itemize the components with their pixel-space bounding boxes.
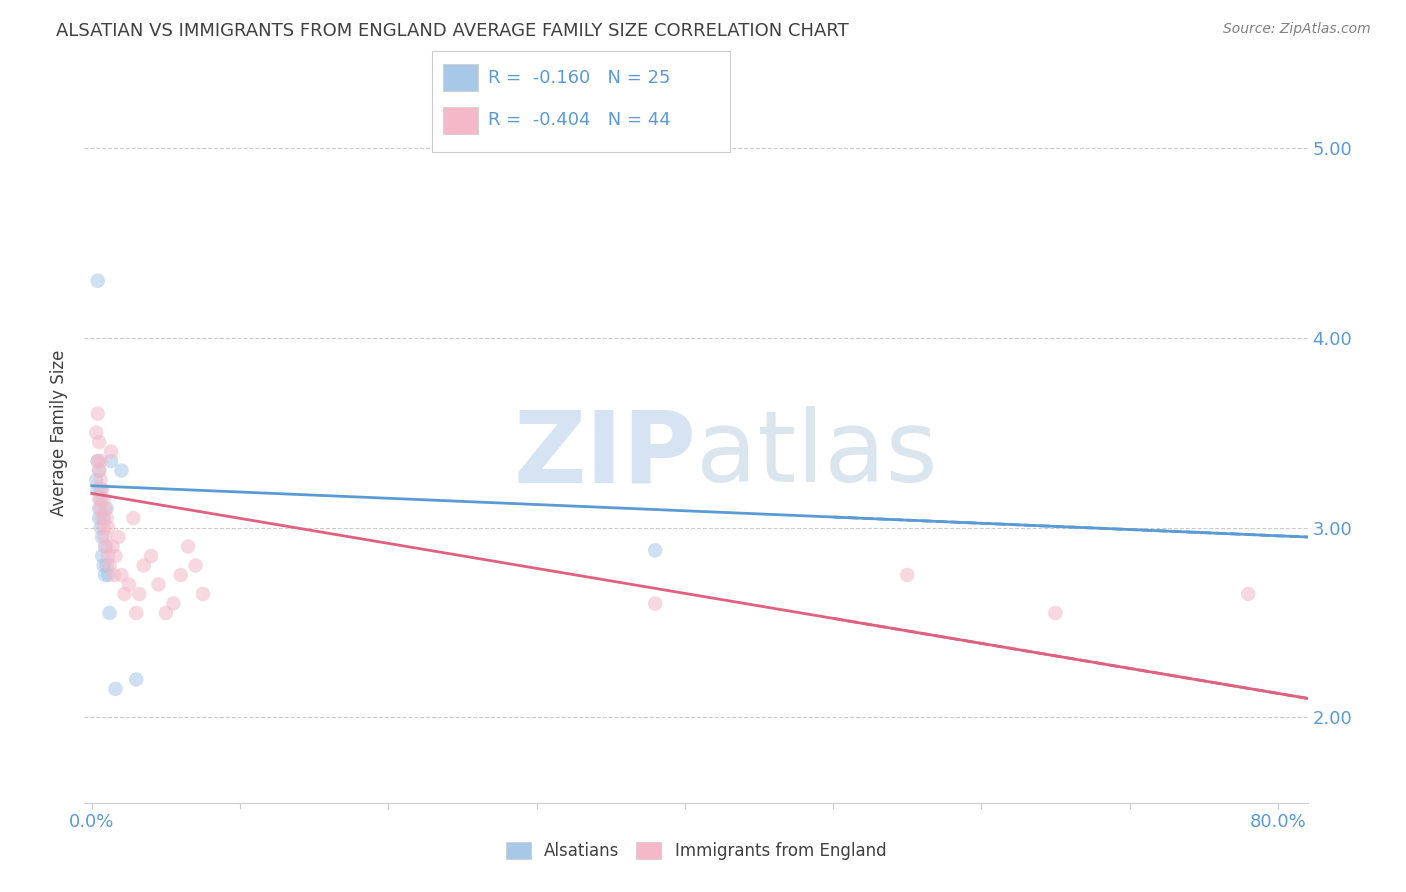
Point — [162, 597, 184, 611]
Point — [86, 274, 108, 288]
Point — [89, 511, 111, 525]
Point — [90, 520, 112, 534]
Point — [104, 681, 127, 696]
Text: ZIP: ZIP — [513, 407, 696, 503]
Point — [644, 543, 666, 558]
Legend: Alsatians, Immigrants from England: Alsatians, Immigrants from England — [498, 834, 894, 869]
Text: Source: ZipAtlas.com: Source: ZipAtlas.com — [1223, 22, 1371, 37]
Point — [89, 501, 111, 516]
Point — [98, 558, 121, 573]
Point — [1237, 587, 1260, 601]
Point — [89, 464, 111, 478]
Point — [94, 501, 117, 516]
Point — [96, 501, 118, 516]
Text: ALSATIAN VS IMMIGRANTS FROM ENGLAND AVERAGE FAMILY SIZE CORRELATION CHART: ALSATIAN VS IMMIGRANTS FROM ENGLAND AVER… — [56, 22, 849, 40]
Point — [139, 549, 162, 563]
Point — [107, 530, 129, 544]
Point — [125, 606, 148, 620]
Point — [184, 558, 207, 573]
Point — [91, 530, 114, 544]
Point — [91, 483, 114, 497]
Point — [132, 558, 155, 573]
Point — [128, 587, 150, 601]
Point — [110, 464, 132, 478]
Point — [112, 587, 135, 601]
Point — [86, 483, 108, 497]
Point — [98, 606, 121, 620]
Text: R =  -0.160   N = 25: R = -0.160 N = 25 — [488, 69, 671, 87]
Point — [97, 520, 120, 534]
Point — [90, 454, 112, 468]
Point — [125, 673, 148, 687]
Point — [90, 473, 112, 487]
Point — [86, 454, 108, 468]
Point — [94, 568, 117, 582]
Point — [90, 483, 112, 497]
Point — [90, 501, 112, 516]
Point — [122, 511, 145, 525]
Point — [93, 558, 115, 573]
Point — [148, 577, 170, 591]
Point — [118, 577, 141, 591]
Point — [89, 491, 111, 506]
Point — [84, 473, 107, 487]
Y-axis label: Average Family Size: Average Family Size — [51, 350, 69, 516]
Point — [86, 407, 108, 421]
Text: atlas: atlas — [696, 407, 938, 503]
Point — [100, 454, 122, 468]
Point — [91, 511, 114, 525]
Point — [93, 520, 115, 534]
Point — [896, 568, 918, 582]
Point — [191, 587, 214, 601]
Text: R =  -0.404   N = 44: R = -0.404 N = 44 — [488, 112, 671, 129]
Point — [644, 597, 666, 611]
Point — [170, 568, 193, 582]
Point — [89, 464, 111, 478]
Point — [103, 568, 125, 582]
Point — [86, 454, 108, 468]
Point — [97, 568, 120, 582]
Point — [155, 606, 177, 620]
Point — [177, 540, 200, 554]
Point — [96, 511, 118, 525]
Point — [91, 549, 114, 563]
Point — [89, 435, 111, 450]
Point — [84, 425, 107, 440]
Point — [97, 549, 120, 563]
Point — [93, 511, 115, 525]
Point — [100, 444, 122, 458]
Point — [93, 491, 115, 506]
Point — [104, 549, 127, 563]
Point — [96, 558, 118, 573]
Point — [1045, 606, 1067, 620]
Point — [110, 568, 132, 582]
Point — [94, 540, 117, 554]
Point — [101, 540, 124, 554]
Point — [90, 491, 112, 506]
Point — [96, 540, 118, 554]
Point — [94, 530, 117, 544]
